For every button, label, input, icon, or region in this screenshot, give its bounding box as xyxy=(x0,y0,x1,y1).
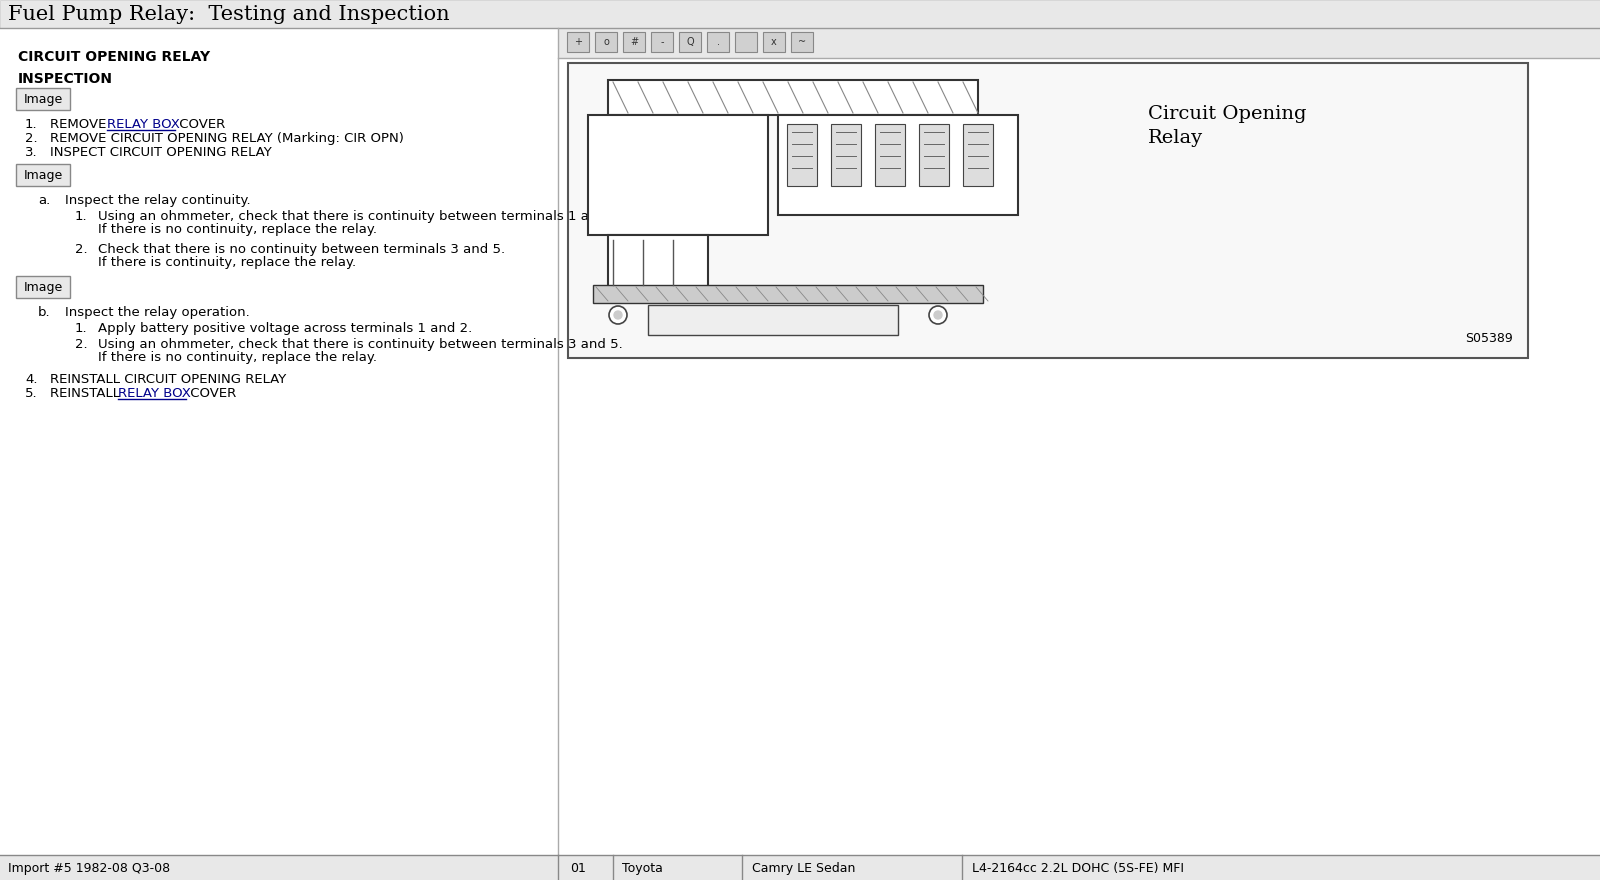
Text: If there is no continuity, replace the relay.: If there is no continuity, replace the r… xyxy=(98,351,378,364)
FancyBboxPatch shape xyxy=(648,305,898,335)
Text: COVER: COVER xyxy=(186,387,237,400)
FancyBboxPatch shape xyxy=(595,32,618,52)
Text: RELAY BOX: RELAY BOX xyxy=(118,387,190,400)
FancyBboxPatch shape xyxy=(16,88,70,110)
Text: Inspect the relay operation.: Inspect the relay operation. xyxy=(66,306,250,319)
Text: REMOVE CIRCUIT OPENING RELAY (Marking: CIR OPN): REMOVE CIRCUIT OPENING RELAY (Marking: C… xyxy=(50,132,403,145)
Circle shape xyxy=(930,306,947,324)
Text: x: x xyxy=(771,37,778,47)
FancyBboxPatch shape xyxy=(568,63,1528,358)
FancyBboxPatch shape xyxy=(778,115,1018,215)
FancyBboxPatch shape xyxy=(787,124,818,186)
FancyBboxPatch shape xyxy=(734,32,757,52)
Text: COVER: COVER xyxy=(174,118,226,131)
Circle shape xyxy=(610,306,627,324)
Text: o: o xyxy=(603,37,610,47)
FancyBboxPatch shape xyxy=(566,32,589,52)
FancyBboxPatch shape xyxy=(0,28,558,855)
FancyBboxPatch shape xyxy=(918,124,949,186)
Text: Fuel Pump Relay:  Testing and Inspection: Fuel Pump Relay: Testing and Inspection xyxy=(8,4,450,24)
Text: REINSTALL CIRCUIT OPENING RELAY: REINSTALL CIRCUIT OPENING RELAY xyxy=(50,373,286,386)
Text: 2.: 2. xyxy=(75,243,88,256)
Text: RELAY BOX: RELAY BOX xyxy=(107,118,179,131)
Text: a.: a. xyxy=(38,194,50,207)
FancyBboxPatch shape xyxy=(589,115,768,235)
Text: REMOVE: REMOVE xyxy=(50,118,110,131)
FancyBboxPatch shape xyxy=(763,32,786,52)
FancyBboxPatch shape xyxy=(16,276,70,298)
Text: Toyota: Toyota xyxy=(622,862,662,875)
FancyBboxPatch shape xyxy=(963,124,994,186)
Text: If there is continuity, replace the relay.: If there is continuity, replace the rela… xyxy=(98,256,357,269)
FancyBboxPatch shape xyxy=(608,80,978,115)
Text: 2.: 2. xyxy=(26,132,38,145)
Text: ~: ~ xyxy=(798,37,806,47)
Text: 01: 01 xyxy=(570,862,586,875)
Text: Camry LE Sedan: Camry LE Sedan xyxy=(752,862,856,875)
Text: Import #5 1982-08 Q3-08: Import #5 1982-08 Q3-08 xyxy=(8,862,170,875)
Text: 1.: 1. xyxy=(75,322,88,335)
Text: Q: Q xyxy=(686,37,694,47)
FancyBboxPatch shape xyxy=(707,32,730,52)
FancyBboxPatch shape xyxy=(651,32,674,52)
Text: Check that there is no continuity between terminals 3 and 5.: Check that there is no continuity betwee… xyxy=(98,243,506,256)
FancyBboxPatch shape xyxy=(830,124,861,186)
Text: 5.: 5. xyxy=(26,387,38,400)
FancyBboxPatch shape xyxy=(16,164,70,186)
Text: Inspect the relay continuity.: Inspect the relay continuity. xyxy=(66,194,251,207)
Text: 3.: 3. xyxy=(26,146,38,159)
FancyBboxPatch shape xyxy=(678,32,701,52)
FancyBboxPatch shape xyxy=(558,28,1600,58)
Text: Image: Image xyxy=(24,168,62,181)
Text: INSPECTION: INSPECTION xyxy=(18,72,114,86)
FancyBboxPatch shape xyxy=(622,32,645,52)
FancyBboxPatch shape xyxy=(608,235,707,290)
Text: 1.: 1. xyxy=(75,210,88,223)
Text: Apply battery positive voltage across terminals 1 and 2.: Apply battery positive voltage across te… xyxy=(98,322,472,335)
FancyBboxPatch shape xyxy=(594,285,982,303)
Text: INSPECT CIRCUIT OPENING RELAY: INSPECT CIRCUIT OPENING RELAY xyxy=(50,146,272,159)
Text: 4.: 4. xyxy=(26,373,37,386)
FancyBboxPatch shape xyxy=(790,32,813,52)
Text: L4-2164cc 2.2L DOHC (5S-FE) MFI: L4-2164cc 2.2L DOHC (5S-FE) MFI xyxy=(973,862,1184,875)
FancyBboxPatch shape xyxy=(875,124,906,186)
Text: If there is no continuity, replace the relay.: If there is no continuity, replace the r… xyxy=(98,223,378,236)
Text: 1.: 1. xyxy=(26,118,38,131)
Text: .: . xyxy=(717,37,720,47)
Text: +: + xyxy=(574,37,582,47)
Text: Image: Image xyxy=(24,92,62,106)
Text: CIRCUIT OPENING RELAY: CIRCUIT OPENING RELAY xyxy=(18,50,210,64)
FancyBboxPatch shape xyxy=(0,855,1600,880)
Text: b.: b. xyxy=(38,306,51,319)
Text: -: - xyxy=(661,37,664,47)
Text: Image: Image xyxy=(24,281,62,294)
Text: REINSTALL: REINSTALL xyxy=(50,387,125,400)
Text: Using an ohmmeter, check that there is continuity between terminals 1 and 2.: Using an ohmmeter, check that there is c… xyxy=(98,210,622,223)
Text: Using an ohmmeter, check that there is continuity between terminals 3 and 5.: Using an ohmmeter, check that there is c… xyxy=(98,338,622,351)
Text: S05389: S05389 xyxy=(1466,332,1514,345)
Text: Circuit Opening
Relay: Circuit Opening Relay xyxy=(1149,105,1307,147)
Text: #: # xyxy=(630,37,638,47)
Text: 2.: 2. xyxy=(75,338,88,351)
Circle shape xyxy=(614,311,622,319)
Circle shape xyxy=(934,311,942,319)
FancyBboxPatch shape xyxy=(0,0,1600,28)
